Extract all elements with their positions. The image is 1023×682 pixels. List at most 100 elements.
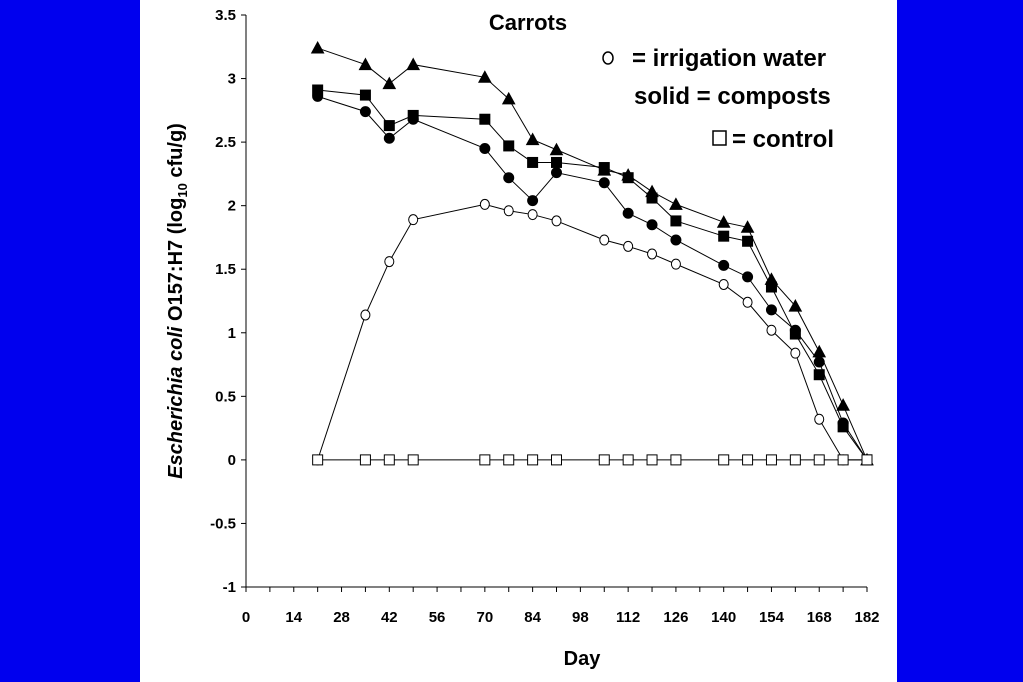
- series-4: [312, 454, 873, 466]
- circle-marker: [789, 324, 801, 336]
- legend-label: solid = composts: [634, 83, 831, 110]
- legend-item: solid = composts: [634, 83, 831, 110]
- open-circle-marker: [384, 256, 395, 268]
- square-marker: [359, 89, 371, 101]
- series-3: [312, 198, 872, 466]
- open-circle-marker: [551, 215, 562, 227]
- x-tick-label: 98: [572, 609, 589, 626]
- chart-legend: = irrigation water solid = composts = con…: [602, 45, 834, 153]
- y-tick-label: 3: [228, 71, 236, 88]
- square-marker: [670, 215, 682, 227]
- circle-marker: [551, 167, 562, 179]
- open-circle-marker: [599, 234, 610, 246]
- y-axis-title-part: 10: [175, 183, 190, 197]
- open-square-marker: [861, 454, 873, 466]
- y-axis-title-part: O157:H7 (log: [165, 198, 187, 327]
- open-square-marker: [598, 454, 610, 466]
- open-square-marker: [383, 454, 395, 466]
- circle-marker: [622, 207, 634, 219]
- square-marker: [479, 113, 491, 125]
- square-marker: [551, 156, 562, 168]
- square-marker: [383, 120, 395, 132]
- open-square-marker: [718, 454, 730, 466]
- square-marker: [527, 156, 539, 168]
- triangle-marker: [740, 220, 755, 233]
- open-square-marker: [670, 454, 682, 466]
- x-tick-label: 112: [616, 609, 640, 626]
- legend-item: = irrigation water: [602, 45, 826, 72]
- triangle-marker: [669, 197, 683, 210]
- circle-marker: [646, 219, 658, 231]
- legend-label: = control: [732, 126, 834, 153]
- circle-marker: [813, 356, 825, 368]
- circle-marker: [765, 304, 777, 316]
- y-tick-label: -1: [223, 579, 236, 596]
- legend-open-square-icon: [712, 130, 727, 146]
- x-tick-label: 140: [711, 609, 736, 626]
- open-square-marker: [837, 454, 849, 466]
- open-square-marker: [479, 454, 491, 466]
- triangle-marker: [549, 142, 564, 156]
- triangle-marker: [382, 76, 397, 90]
- open-circle-marker: [766, 324, 777, 336]
- x-tick-label: 84: [524, 609, 541, 626]
- chart-panel: -1 -0.5 0 0.5 1 1.5 2 2.5 3 3.5 0 14 28 42 56 70 84 98 112…: [140, 0, 897, 682]
- open-square-marker: [527, 454, 539, 466]
- triangle-marker: [836, 398, 850, 411]
- circle-marker: [407, 113, 419, 125]
- circle-marker: [670, 234, 682, 246]
- triangle-marker: [358, 57, 373, 71]
- x-tick-label: 14: [285, 609, 302, 626]
- square-marker: [765, 281, 777, 293]
- open-square-marker: [765, 454, 777, 466]
- square-marker: [598, 162, 610, 174]
- triangle-marker: [478, 70, 492, 83]
- chart-title: Carrots: [489, 10, 567, 35]
- x-tick-label: 70: [477, 609, 494, 626]
- open-circle-marker: [623, 240, 634, 252]
- legend-item: = control: [712, 126, 834, 153]
- circle-marker: [479, 142, 491, 154]
- x-tick-label: 168: [807, 609, 832, 626]
- x-tick-label: 42: [381, 609, 398, 626]
- legend-open-circle-icon: [602, 51, 614, 65]
- open-circle-marker: [479, 198, 490, 210]
- y-tick-label: 0.5: [215, 388, 236, 405]
- open-circle-marker: [503, 205, 514, 217]
- open-square-marker: [551, 454, 562, 466]
- y-tick-label: 2: [228, 198, 236, 215]
- open-square-marker: [359, 454, 371, 466]
- y-tick-label: 0: [228, 452, 236, 469]
- y-tick-label: 1: [228, 325, 236, 342]
- chart-series: [310, 41, 874, 466]
- x-tick-label: 154: [759, 609, 785, 626]
- open-square-marker: [742, 454, 754, 466]
- open-circle-marker: [718, 278, 729, 290]
- y-axis-title-part: Escherichia coli: [165, 326, 187, 479]
- circle-marker: [359, 106, 371, 118]
- circle-marker: [503, 172, 515, 184]
- x-tick-label: 126: [663, 609, 688, 626]
- open-circle-marker: [527, 209, 538, 221]
- open-square-marker: [622, 454, 634, 466]
- square-marker: [503, 140, 515, 152]
- open-square-marker: [813, 454, 825, 466]
- circle-marker: [598, 177, 610, 189]
- y-tick-label: 3.5: [215, 7, 236, 24]
- x-axis-title: Day: [564, 648, 602, 670]
- square-marker: [622, 172, 634, 184]
- triangle-marker: [525, 132, 540, 146]
- series-line: [317, 203, 867, 461]
- open-circle-marker: [360, 309, 371, 321]
- open-circle-marker: [742, 296, 753, 308]
- open-circle-marker: [790, 347, 801, 359]
- triangle-marker: [406, 57, 421, 71]
- open-circle-marker: [647, 248, 658, 260]
- triangle-marker: [812, 344, 827, 358]
- circle-marker: [837, 417, 849, 429]
- triangle-marker: [501, 91, 516, 105]
- circle-marker: [383, 132, 395, 144]
- open-square-marker: [312, 454, 324, 466]
- triangle-marker: [788, 299, 803, 312]
- y-axis-title-part: cfu/g): [165, 123, 187, 183]
